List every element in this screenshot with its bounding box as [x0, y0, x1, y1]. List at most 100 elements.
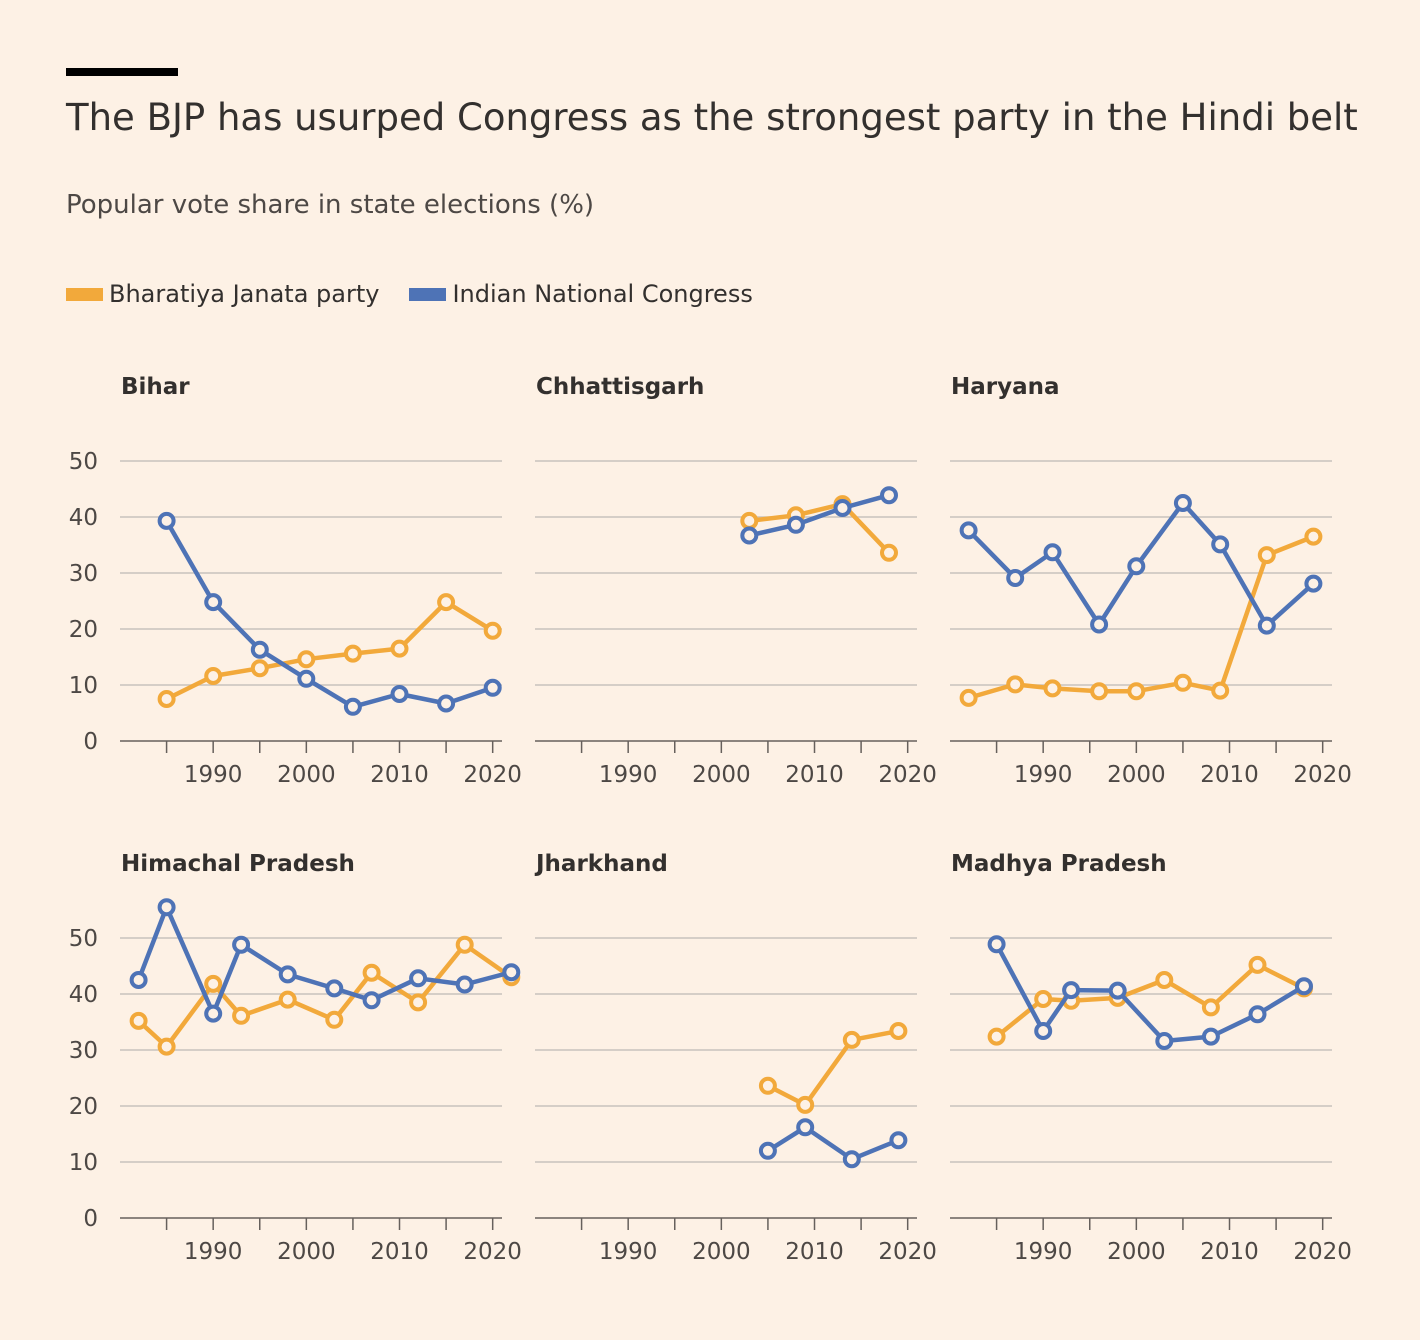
data-point-inc-2019 [889, 1131, 908, 1150]
data-point-inc-2005 [1173, 494, 1192, 512]
data-point-bjp-2009 [1211, 681, 1230, 700]
y-tick-label-20: 20 [69, 617, 98, 643]
data-point-bjp-1990 [204, 974, 223, 993]
data-point-bjp-2020 [483, 621, 502, 640]
data-point-inc-2000 [1127, 557, 1146, 576]
data-point-inc-1985 [157, 898, 176, 917]
x-tick-label-2000: 2000 [1107, 762, 1166, 788]
x-tick-label-2000: 2000 [277, 1239, 336, 1265]
series-line-bjp [765, 1028, 901, 1108]
x-tick-label-1990: 1990 [599, 1239, 658, 1265]
data-point-inc-1985 [987, 935, 1006, 954]
x-tick-label-2010: 2010 [1200, 1239, 1259, 1265]
data-point-bjp-2017 [455, 935, 474, 954]
x-tick-label-1990: 1990 [599, 762, 658, 788]
data-point-bjp-2009 [796, 1095, 815, 1114]
panel-title-haryana: Haryana [951, 374, 1060, 400]
data-point-bjp-1990 [204, 667, 223, 685]
series-line-bjp [747, 501, 892, 556]
x-tick-label-2000: 2000 [692, 1239, 751, 1265]
data-point-inc-2015 [437, 694, 456, 713]
data-point-inc-1998 [1108, 981, 1127, 1000]
x-tick-label-2000: 2000 [277, 762, 336, 788]
data-point-inc-2010 [390, 685, 409, 703]
data-point-bjp-2014 [1257, 546, 1276, 565]
legend-swatch-inc [409, 287, 447, 301]
data-point-bjp-2014 [842, 1030, 861, 1049]
data-point-inc-2014 [1257, 616, 1276, 635]
data-point-bjp-1987 [1006, 675, 1025, 694]
x-tick-label-2010: 2010 [1200, 762, 1259, 788]
data-point-inc-1990 [204, 593, 223, 612]
x-tick-label-1990: 1990 [184, 1239, 243, 1265]
legend-item-inc: Indian National Congress [409, 280, 753, 308]
data-point-inc-1991 [1043, 543, 1062, 562]
data-point-bjp-1982 [129, 1011, 148, 1030]
x-tick-label-2020: 2020 [878, 1239, 937, 1265]
series-line-inc [136, 904, 514, 1016]
x-tick-label-2000: 2000 [692, 762, 751, 788]
y-tick-label-20: 20 [69, 1094, 98, 1120]
data-point-inc-2013 [1248, 1005, 1267, 1024]
data-point-bjp-2003 [1155, 971, 1174, 989]
series-line-inc [747, 492, 892, 538]
data-point-inc-2003 [740, 526, 759, 545]
data-point-inc-1982 [959, 521, 978, 540]
data-point-bjp-2010 [390, 639, 409, 658]
data-point-inc-2003 [1155, 1032, 1174, 1050]
x-tick-label-2020: 2020 [463, 1239, 522, 1265]
data-point-inc-2018 [880, 486, 898, 505]
data-point-bjp-2018 [880, 543, 898, 562]
data-point-inc-1990 [204, 1004, 223, 1023]
data-point-inc-1990 [1034, 1022, 1053, 1040]
data-point-inc-2012 [409, 969, 428, 988]
data-point-inc-2008 [1201, 1027, 1220, 1046]
y-tick-label-10: 10 [69, 1150, 98, 1176]
y-tick-label-30: 30 [69, 561, 98, 587]
data-point-inc-2013 [833, 499, 852, 517]
data-point-bjp-2003 [325, 1010, 344, 1029]
data-point-bjp-2005 [1173, 673, 1192, 692]
data-point-inc-1993 [1062, 981, 1081, 1000]
data-point-inc-2022 [502, 963, 521, 982]
data-point-bjp-1985 [157, 690, 176, 708]
series-line-bjp [136, 942, 514, 1049]
data-point-bjp-1998 [278, 990, 297, 1009]
y-tick-label-10: 10 [69, 673, 98, 699]
data-point-bjp-1996 [1090, 682, 1109, 701]
y-tick-label-50: 50 [69, 926, 98, 952]
data-point-inc-2008 [786, 515, 805, 534]
panel-bihar: Bihar 0 10 20 30 40 50 1990 2000 2010 2020 [69, 374, 522, 788]
panel-title-himachal-pradesh: Himachal Pradesh [121, 851, 355, 877]
x-tick-label-2020: 2020 [1293, 1239, 1352, 1265]
data-point-bjp-2005 [758, 1076, 777, 1095]
data-point-bjp-1990 [1034, 990, 1053, 1008]
x-tick-label-2010: 2010 [370, 1239, 429, 1265]
legend-swatch-bjp [66, 287, 103, 301]
data-point-inc-2005 [758, 1141, 777, 1160]
data-point-inc-2018 [1295, 977, 1313, 996]
chart-subtitle: Popular vote share in state elections (%… [66, 190, 595, 220]
y-tick-label-50: 50 [69, 449, 98, 475]
data-point-bjp-1985 [987, 1027, 1006, 1046]
panel-haryana: Haryana 1990 2000 2010 2020 [950, 374, 1352, 788]
panel-title-madhya-pradesh: Madhya Pradesh [951, 851, 1167, 877]
data-point-inc-1998 [278, 965, 297, 984]
x-tick-label-2010: 2010 [370, 762, 429, 788]
panel-title-bihar: Bihar [121, 374, 190, 400]
data-point-inc-2003 [325, 979, 344, 998]
series-line-inc [765, 1125, 901, 1162]
data-point-inc-2014 [842, 1150, 861, 1169]
data-point-bjp-2019 [889, 1022, 908, 1040]
data-point-bjp-2000 [1127, 682, 1146, 701]
legend-label-inc: Indian National Congress [452, 280, 753, 308]
data-point-inc-1996 [1090, 615, 1109, 634]
data-point-inc-2017 [455, 975, 474, 994]
x-tick-label-2010: 2010 [785, 1239, 844, 1265]
data-point-bjp-2000 [297, 650, 316, 669]
data-point-bjp-1982 [959, 688, 978, 707]
x-tick-label-2020: 2020 [878, 762, 937, 788]
data-point-bjp-1995 [250, 659, 269, 678]
data-point-bjp-1991 [1043, 679, 1062, 698]
data-point-inc-2019 [1304, 574, 1323, 593]
